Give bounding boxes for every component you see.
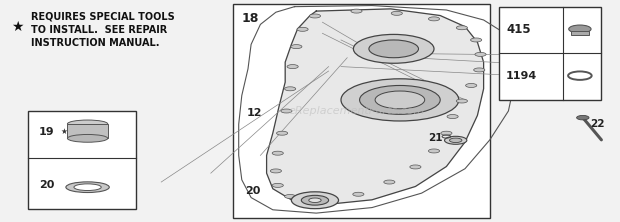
Text: 12: 12 (246, 108, 262, 118)
Circle shape (285, 194, 296, 198)
Circle shape (474, 68, 485, 72)
Circle shape (456, 99, 467, 103)
Ellipse shape (74, 184, 101, 190)
Circle shape (281, 109, 292, 113)
Bar (232, 4, 490, 218)
Text: 19: 19 (39, 127, 55, 137)
Circle shape (445, 136, 467, 144)
Circle shape (466, 83, 477, 87)
Circle shape (287, 65, 298, 69)
Circle shape (456, 26, 467, 30)
Circle shape (375, 91, 425, 109)
Bar (68, 124, 108, 138)
Text: 1194: 1194 (505, 71, 536, 81)
Circle shape (297, 27, 308, 31)
Circle shape (309, 14, 321, 18)
Circle shape (277, 131, 288, 135)
Text: 20: 20 (246, 186, 260, 196)
Text: 20: 20 (39, 180, 55, 190)
Circle shape (353, 34, 434, 63)
Text: 18: 18 (241, 12, 259, 25)
Circle shape (285, 87, 296, 91)
Text: ★: ★ (11, 20, 24, 34)
Circle shape (447, 115, 458, 119)
Ellipse shape (68, 120, 108, 128)
Circle shape (291, 192, 339, 209)
Bar (499, 7, 601, 100)
Circle shape (301, 195, 329, 205)
Text: REQUIRES SPECIAL TOOLS
TO INSTALL.  SEE REPAIR
INSTRUCTION MANUAL.: REQUIRES SPECIAL TOOLS TO INSTALL. SEE R… (31, 11, 175, 48)
Circle shape (441, 131, 452, 135)
Circle shape (270, 169, 281, 173)
Circle shape (384, 180, 395, 184)
Circle shape (569, 25, 591, 33)
Circle shape (450, 138, 462, 143)
Text: 22: 22 (590, 119, 604, 129)
Polygon shape (267, 9, 484, 204)
Circle shape (291, 45, 302, 49)
Circle shape (341, 79, 459, 121)
Circle shape (428, 149, 440, 153)
Ellipse shape (68, 135, 108, 142)
Circle shape (577, 115, 589, 120)
Text: 21: 21 (428, 133, 442, 143)
Circle shape (309, 198, 321, 202)
Circle shape (471, 38, 482, 42)
Circle shape (369, 40, 418, 58)
Bar (28, 111, 136, 209)
Circle shape (351, 9, 362, 13)
Circle shape (475, 52, 486, 56)
Circle shape (353, 192, 364, 196)
Text: 415: 415 (507, 23, 531, 36)
Text: eReplacementParts.com: eReplacementParts.com (288, 106, 425, 116)
Bar (571, 31, 588, 35)
Circle shape (272, 151, 283, 155)
Ellipse shape (66, 182, 109, 192)
Circle shape (360, 85, 440, 114)
Circle shape (428, 17, 440, 21)
Text: ★: ★ (60, 127, 67, 136)
Circle shape (391, 11, 402, 15)
Circle shape (410, 165, 421, 169)
Circle shape (317, 199, 328, 203)
Circle shape (272, 183, 283, 187)
